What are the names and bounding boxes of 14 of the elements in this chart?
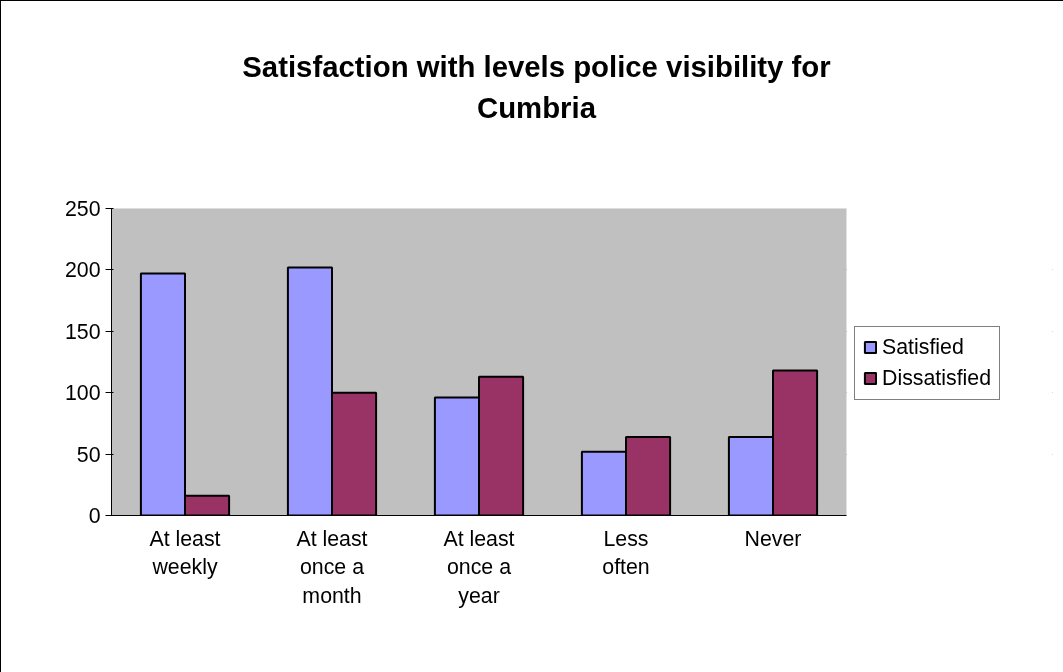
x-tick-label: Never [744, 526, 802, 551]
chart-title: Satisfaction with levels police visibility for Cumbria [241, 49, 832, 127]
x-tick-label: Less often [602, 526, 650, 580]
x-tick-label: At least weekly [149, 526, 221, 580]
legend-label: Satisfied [882, 334, 964, 360]
y-tick-label: 200 [64, 258, 101, 283]
y-tick-label: 0 [88, 504, 101, 528]
legend-label: Dissatisfied [882, 365, 992, 391]
x-tick-label: At least once a month [296, 526, 368, 609]
y-tick-label: 150 [64, 319, 101, 344]
y-tick-label: 250 [64, 197, 101, 221]
x-tick-label: At least once a year [443, 526, 515, 609]
y-tick-label: 100 [64, 381, 101, 406]
y-tick-label: 50 [76, 442, 101, 467]
